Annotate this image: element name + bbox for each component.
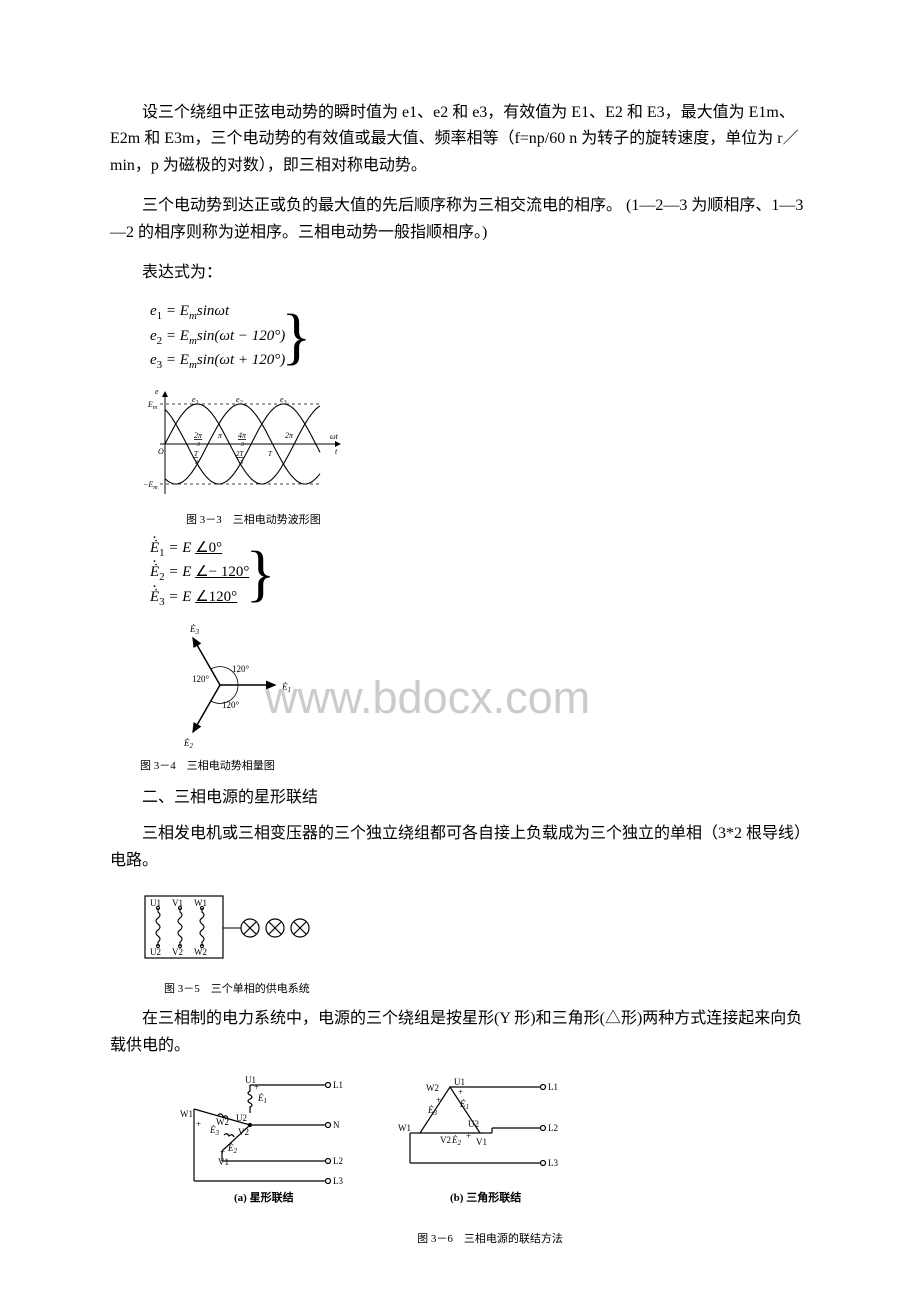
svg-text:120°: 120° — [192, 674, 210, 684]
svg-text:3: 3 — [196, 442, 200, 448]
svg-text:120°: 120° — [232, 664, 250, 674]
svg-text:U2: U2 — [150, 947, 161, 957]
svg-text:e: e — [155, 387, 159, 396]
paragraph-3: 表达式为： — [110, 260, 810, 286]
svg-text:V1: V1 — [476, 1137, 487, 1147]
svg-text:V2: V2 — [172, 947, 183, 957]
svg-text:W2: W2 — [426, 1083, 439, 1093]
svg-text:Ė3: Ė3 — [189, 624, 200, 636]
svg-text:120°: 120° — [222, 700, 240, 710]
svg-text:4π: 4π — [238, 431, 247, 440]
svg-text:π: π — [218, 431, 223, 440]
svg-text:Em: Em — [147, 400, 158, 411]
figure-3-5-caption: 图 3－5 三个单相的供电系统 — [164, 980, 810, 996]
svg-text:V2: V2 — [440, 1135, 451, 1145]
svg-text:3: 3 — [240, 442, 244, 448]
svg-text:ωt: ωt — [330, 432, 339, 441]
svg-text:T: T — [268, 450, 273, 458]
formula-block-phasor: Ė1 = E ∠0° Ė2 = E ∠− 120° Ė3 = E ∠120° } — [150, 537, 263, 611]
svg-text:+: + — [466, 1131, 471, 1141]
svg-text:U2: U2 — [236, 1113, 247, 1123]
svg-text:L3: L3 — [333, 1176, 343, 1186]
svg-text:W1: W1 — [398, 1123, 411, 1133]
paragraph-5: 在三相制的电力系统中，电源的三个绕组是按星形(Y 形)和三角形(△形)两种方式连… — [110, 1006, 810, 1059]
svg-text:U2: U2 — [468, 1119, 479, 1129]
svg-text:(b) 三角形联结: (b) 三角形联结 — [450, 1190, 521, 1204]
svg-text:W2: W2 — [194, 947, 207, 957]
svg-text:V1: V1 — [218, 1157, 229, 1167]
svg-text:U1: U1 — [454, 1077, 465, 1087]
svg-text:+: + — [254, 1082, 259, 1092]
formula-block-time: e1 = Emsinωt e2 = Emsin(ωt − 120°) e3 = … — [150, 300, 299, 374]
svg-text:+: + — [220, 1147, 225, 1157]
svg-text:L1: L1 — [333, 1080, 343, 1090]
figure-3-4-caption: 图 3－4 三相电动势相量图 — [140, 757, 810, 773]
svg-text:Ė1: Ė1 — [257, 1093, 267, 1105]
paragraph-2: 三个电动势到达正或负的最大值的先后顺序称为三相交流电的相序。 (1—2—3 为顺… — [110, 193, 810, 246]
svg-text:2T: 2T — [236, 450, 245, 458]
svg-text:L3: L3 — [548, 1158, 558, 1168]
svg-text:O: O — [158, 447, 164, 456]
svg-text:Ė2: Ė2 — [227, 1143, 238, 1155]
svg-text:U1: U1 — [150, 898, 161, 908]
paragraph-1: 设三个绕组中正弦电动势的瞬时值为 e1、e2 和 e3，有效值为 E1、E2 和… — [110, 100, 810, 179]
svg-text:Ė2: Ė2 — [451, 1135, 462, 1147]
svg-text:T: T — [194, 450, 199, 458]
svg-text:+: + — [196, 1119, 201, 1129]
svg-text:3: 3 — [239, 460, 243, 466]
svg-text:−Em: −Em — [143, 480, 158, 491]
svg-text:L1: L1 — [548, 1082, 558, 1092]
svg-text:t: t — [335, 447, 338, 456]
figure-3-6: U1 Ė1 + U2 W2 V2 Ė2 Ė3 + W1 V1 + L1 N L2… — [170, 1073, 810, 1246]
svg-text:V2: V2 — [238, 1127, 249, 1137]
figure-3-4: Ė1 Ė2 Ė3 120° 120° 120° 图 3－4 三相电动势相量图 — [160, 620, 810, 773]
figure-3-3: e Em −Em O 2π 3 π 4π 3 2π ωt T 3 2T 3 T … — [140, 384, 810, 527]
paragraph-4: 三相发电机或三相变压器的三个独立绕组都可各自接上负载成为三个独立的单相（3*2 … — [110, 821, 810, 874]
svg-text:W2: W2 — [216, 1117, 229, 1127]
svg-text:V1: V1 — [172, 898, 183, 908]
section-2-title: 二、三相电源的星形联结 — [110, 783, 810, 807]
svg-text:W1: W1 — [194, 898, 207, 908]
figure-3-3-caption: 图 3－3 三相电动势波形图 — [186, 511, 810, 527]
svg-text:L2: L2 — [333, 1156, 343, 1166]
svg-text:W1: W1 — [180, 1109, 193, 1119]
svg-text:2π: 2π — [285, 431, 294, 440]
svg-text:N: N — [333, 1120, 340, 1130]
svg-text:2π: 2π — [194, 431, 203, 440]
svg-text:+: + — [436, 1095, 441, 1105]
svg-text:(a) 星形联结: (a) 星形联结 — [234, 1190, 294, 1204]
svg-text:3: 3 — [194, 460, 198, 466]
figure-3-5: U1 V1 W1 U2 V2 W2 图 3－5 三个单相的供电系统 — [140, 888, 810, 996]
svg-text:Ė2: Ė2 — [183, 738, 194, 750]
figure-3-6-caption: 图 3－6 三相电源的联结方法 — [170, 1230, 810, 1246]
svg-text:+: + — [458, 1087, 463, 1097]
svg-text:L2: L2 — [548, 1123, 558, 1133]
svg-text:Ė1: Ė1 — [281, 682, 291, 694]
